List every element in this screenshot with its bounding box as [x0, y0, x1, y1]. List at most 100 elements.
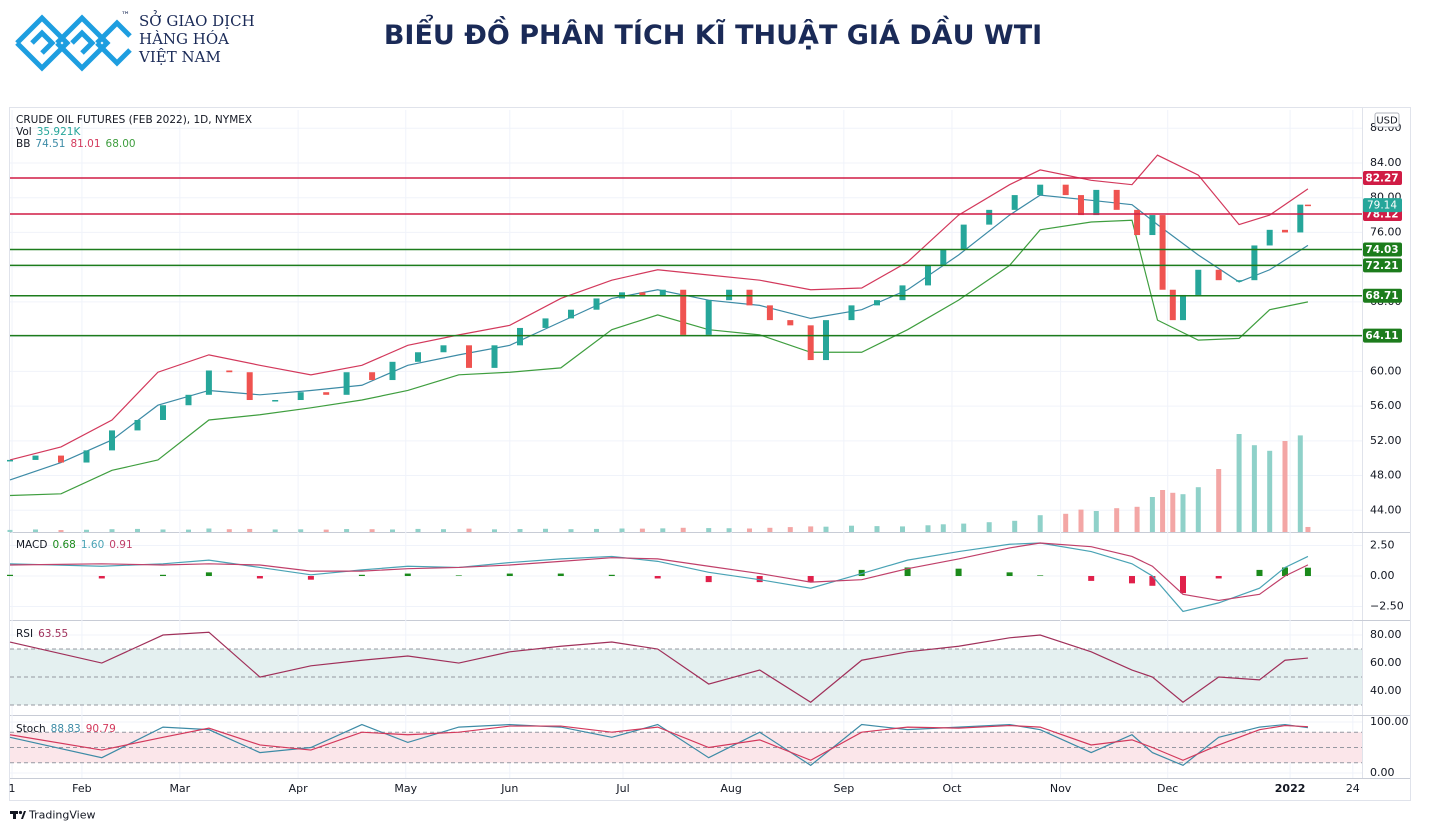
volume-bar [1305, 526, 1311, 532]
legend-name: Vol [16, 126, 32, 138]
volume-bar [1160, 490, 1166, 532]
legend-name: RSI [16, 628, 34, 640]
level-label: 64.11 [1365, 330, 1398, 342]
main-legend: CRUDE OIL FUTURES (FEB 2022), 1D, NYMEX … [16, 114, 252, 150]
y-tick-label: 60.00 [1370, 364, 1402, 377]
volume-bar [517, 529, 523, 532]
volume-bar [1282, 441, 1288, 532]
y-tick-label: −2.50 [1370, 600, 1404, 613]
legend-value: 90.79 [85, 723, 116, 735]
volume-bar [272, 529, 278, 532]
volume-bar [298, 529, 304, 532]
logo-line: SỞ GIAO DỊCH [139, 12, 255, 30]
candle [1266, 229, 1273, 246]
y-tick-label: 60.00 [1370, 656, 1402, 669]
legend-name: MACD [16, 539, 48, 551]
volume-bar [83, 529, 89, 532]
tradingview-logo [10, 810, 26, 819]
macd-histogram-bar [98, 576, 105, 579]
volume-bar [1251, 445, 1257, 532]
legend-value: 74.51 [35, 138, 66, 150]
candle [807, 325, 814, 361]
candle [1149, 215, 1156, 236]
volume-bar [323, 529, 329, 532]
macd-histogram-bar [205, 572, 212, 577]
candle [659, 289, 666, 296]
candle [134, 419, 141, 431]
legend-value: 35.921K [36, 126, 81, 138]
candle [414, 352, 421, 362]
volume-bar [1170, 492, 1176, 532]
macd-histogram-bar [557, 573, 564, 577]
candle [567, 309, 574, 319]
legend-value: 1.60 [80, 539, 105, 551]
legend-value: 68.00 [105, 138, 136, 150]
macd-histogram-bar [756, 576, 763, 583]
x-tick-label: Mar [169, 782, 190, 795]
macd-histogram-bar [159, 574, 166, 577]
macd-histogram-bar [904, 567, 911, 577]
candle [1113, 189, 1120, 210]
volume-bar [706, 528, 712, 532]
y-tick-label: 44.00 [1370, 503, 1402, 516]
level-label: 68.71 [1365, 290, 1398, 302]
y-tick-label: 100.00 [1370, 715, 1409, 728]
macd-histogram-bar [1281, 567, 1288, 577]
macd-histogram-bar [1088, 576, 1095, 581]
legend-value: 63.55 [38, 628, 69, 640]
x-tick-label: Jun [500, 782, 518, 795]
volume-bar [389, 529, 395, 532]
volume-bar [925, 525, 931, 532]
volume-legend: Vol 35.921K [16, 126, 252, 138]
volume-bar [874, 526, 880, 532]
y-tick-label: 0.00 [1370, 569, 1395, 582]
volume-bar [1012, 520, 1018, 532]
macd-histogram-bar [1128, 576, 1135, 584]
macd-histogram-bar [654, 576, 661, 579]
last-price-tag [1363, 198, 1402, 213]
volume-bar [369, 529, 375, 532]
title: BIỂU ĐỒ PHÂN TÍCH KĨ THUẬT GIÁ DẦU WTI [383, 20, 1043, 51]
candle [639, 292, 646, 296]
level-tag [1363, 242, 1402, 257]
macd-histogram-bar [1304, 567, 1311, 577]
x-tick-label: May [394, 782, 417, 795]
level-tag [1363, 328, 1402, 343]
level-tag [1363, 258, 1402, 273]
rsi-line [9, 631, 1308, 704]
volume-bar [1114, 508, 1120, 532]
level-tag [1363, 170, 1402, 185]
candle [1251, 245, 1258, 281]
candle [873, 300, 880, 306]
macd-histogram-bar [1215, 576, 1222, 579]
macd-histogram-bar [1037, 575, 1044, 577]
candle [726, 289, 733, 301]
candle [465, 345, 472, 368]
candle [32, 455, 39, 460]
volume-bar [344, 529, 350, 532]
volume-bar [746, 528, 752, 532]
volume-bar [848, 525, 854, 532]
candle [1236, 280, 1243, 282]
x-tick-label: 1 [9, 782, 16, 795]
volume-bar [1063, 513, 1069, 532]
volume-bar [1236, 434, 1242, 532]
y-tick-label: 76.00 [1370, 225, 1402, 238]
volume-bar [787, 527, 793, 532]
legend-value: 0.68 [52, 539, 76, 551]
legend-name: BB [16, 138, 31, 150]
volume-bar [58, 530, 64, 532]
candle [246, 372, 253, 401]
x-tick-label: Feb [72, 782, 91, 795]
volume-bar [961, 523, 967, 532]
macd-histogram-bar [455, 575, 462, 577]
candle [389, 361, 396, 381]
candle [297, 392, 304, 401]
candle [1159, 215, 1166, 290]
legend-name: Stoch [16, 723, 46, 735]
y-tick-label: 52.00 [1370, 434, 1402, 447]
candle [822, 320, 829, 361]
candle [787, 320, 794, 326]
logo-line: HÀNG HÓA [139, 30, 229, 48]
footer-brand: TradingView [28, 809, 95, 822]
